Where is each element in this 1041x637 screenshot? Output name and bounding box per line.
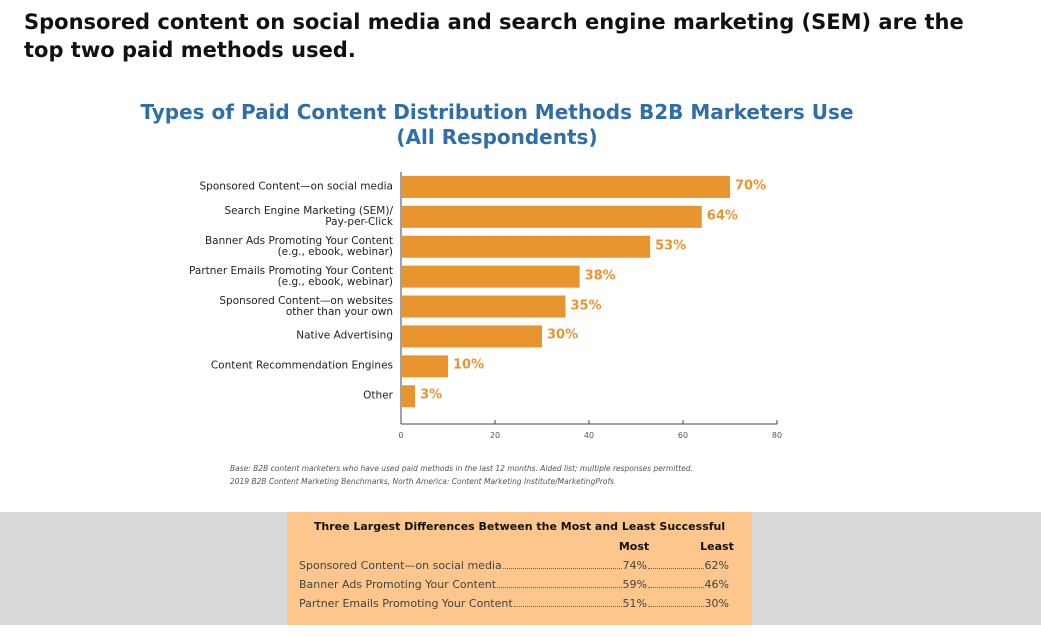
row-part: 62% [647, 559, 729, 572]
row-label: Banner Ads Promoting Your Content [299, 578, 497, 591]
bar [401, 265, 580, 288]
bar [401, 355, 448, 378]
value-label: 70% [735, 178, 767, 194]
leader [648, 597, 704, 607]
value-label: 10% [453, 357, 485, 373]
most-value: 51% [622, 597, 647, 610]
leader [513, 597, 622, 607]
table-row: Banner Ads Promoting Your Content 59% 46% [299, 578, 729, 591]
bar [401, 235, 651, 258]
row-label: Sponsored Content—on social media [299, 559, 502, 572]
bar [401, 295, 566, 318]
least-value: 62% [704, 559, 729, 572]
value-label: 53% [655, 238, 687, 254]
heading: Sponsored content on social media and se… [24, 10, 964, 62]
row-part: Sponsored Content—on social media 74% [299, 559, 647, 572]
chart: 0 20 40 60 80 [398, 172, 782, 440]
least-value: 46% [704, 578, 729, 591]
value-label: 35% [570, 298, 602, 314]
bar [401, 205, 702, 228]
leader [502, 559, 622, 569]
most-value: 59% [622, 578, 647, 591]
bar [401, 385, 416, 408]
leader [497, 578, 622, 588]
value-label: 64% [706, 208, 738, 224]
table-row: Sponsored Content—on social media 74% 62% [299, 559, 729, 572]
least-value: 30% [704, 597, 729, 610]
category-label: Native Advertising [296, 329, 393, 342]
row-part: Banner Ads Promoting Your Content 59% [299, 578, 647, 591]
chart-title: Types of Paid Content Distribution Metho… [140, 100, 854, 149]
category-label: Search Engine Marketing (SEM)/ Pay-per-C… [224, 204, 394, 228]
category-label: Sponsored Content—on social media [199, 180, 393, 193]
table-title: Three Largest Differences Between the Mo… [313, 520, 726, 533]
column-header: Most [618, 540, 650, 553]
x-tick-label: 40 [584, 431, 594, 440]
most-value: 74% [622, 559, 647, 572]
category-label: Content Recommendation Engines [210, 359, 393, 372]
value-label: 3% [420, 387, 443, 403]
row-part: Partner Emails Promoting Your Content 51% [299, 597, 647, 610]
category-label: Sponsored Content—on websites other than… [219, 294, 393, 318]
leader [648, 578, 704, 588]
bar [401, 175, 730, 198]
row-part: 30% [647, 597, 729, 610]
category-label: Other [363, 389, 393, 402]
table-row: Partner Emails Promoting Your Content 51%… [299, 597, 729, 610]
footnote: 2019 B2B Content Marketing Benchmarks, N… [230, 477, 615, 486]
category-label: Banner Ads Promoting Your Content (e.g.,… [204, 234, 393, 258]
leader [648, 559, 704, 569]
column-header: Least [700, 540, 734, 553]
value-label: 38% [584, 268, 616, 284]
row-part: 46% [647, 578, 729, 591]
value-label: 30% [547, 327, 579, 343]
row-label: Partner Emails Promoting Your Content [299, 597, 513, 610]
x-tick-label: 80 [772, 431, 782, 440]
footnote: Base: B2B content marketers who have use… [230, 464, 693, 473]
bar [401, 325, 542, 348]
x-tick-label: 60 [678, 431, 688, 440]
category-label: Partner Emails Promoting Your Content (e… [189, 264, 393, 288]
x-tick-label: 20 [490, 431, 500, 440]
x-tick-label: 0 [398, 431, 403, 440]
